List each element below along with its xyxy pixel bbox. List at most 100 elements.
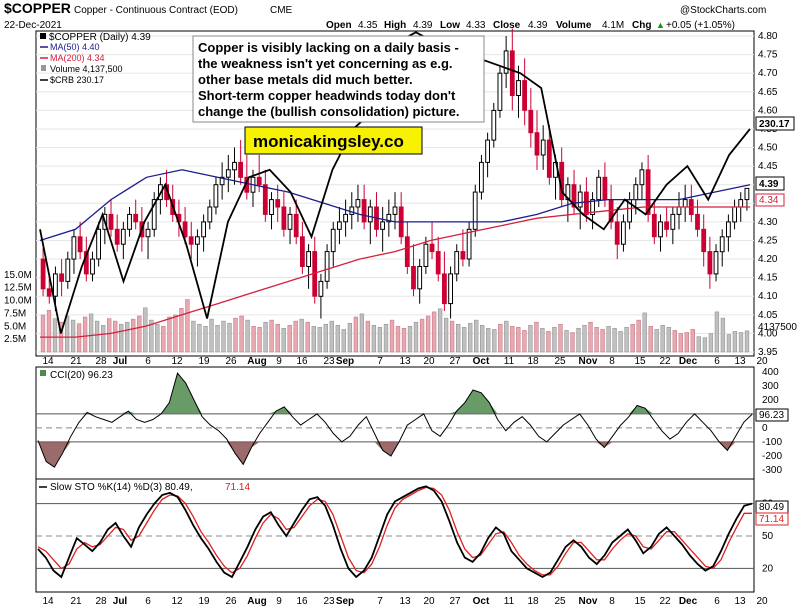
sto-x-label: Sep xyxy=(336,596,354,607)
price-tick-label: 4.70 xyxy=(758,68,778,79)
volume-bar xyxy=(480,325,485,353)
candle-body xyxy=(355,199,361,208)
annotation-line-2: the weakness isn't yet concerning as e.g… xyxy=(198,56,453,71)
candle-body xyxy=(201,221,206,238)
volume-bar xyxy=(389,319,395,353)
price-x-label: 13 xyxy=(399,356,411,367)
sto-x-label: 14 xyxy=(42,596,54,607)
volume-bar xyxy=(323,323,328,353)
price-x-label: 9 xyxy=(276,356,282,367)
price-x-label: Jul xyxy=(113,356,128,367)
candle-body xyxy=(442,273,447,305)
price-tick-label: 4.20 xyxy=(758,254,778,265)
candle-body xyxy=(269,199,274,216)
volume-bar xyxy=(534,321,539,353)
candle-body xyxy=(46,288,52,297)
cci-tick-label: 200 xyxy=(762,395,779,406)
volume-bar xyxy=(678,333,683,353)
cci-series xyxy=(37,372,753,468)
volume-bar xyxy=(528,325,533,353)
candle-body xyxy=(83,251,89,275)
volume-bar xyxy=(702,337,708,353)
candle-body xyxy=(590,199,596,216)
annotation-line-4: Short-term copper headwinds today don't xyxy=(198,88,456,103)
price-x-label: 18 xyxy=(527,356,539,367)
price-x-label: Oct xyxy=(473,356,490,367)
sto-x-label: Oct xyxy=(473,596,490,607)
price-x-label: 23 xyxy=(323,356,335,367)
volume-bar xyxy=(161,326,166,353)
symbol-title: $COPPER xyxy=(4,0,71,16)
sto-x-label: 8 xyxy=(609,596,615,607)
volume-bar xyxy=(143,307,148,353)
cci-tick-label: -300 xyxy=(762,465,782,476)
cci-legend: CCI(20) 96.23 xyxy=(40,370,113,381)
price-x-label: 21 xyxy=(70,356,82,367)
sto-x-label: 16 xyxy=(296,596,308,607)
volume-bar xyxy=(600,329,605,353)
annotation-line-1: Copper is visibly lacking on a daily bas… xyxy=(198,40,459,55)
volume-bar xyxy=(179,308,184,353)
cci-negative-fill xyxy=(38,441,752,468)
volume-bar xyxy=(251,326,256,353)
axis-labels: 4.804.754.704.654.604.554.504.454.404.35… xyxy=(4,31,782,607)
volume-bar xyxy=(353,316,359,353)
price-tick-label: 4.75 xyxy=(758,50,778,61)
volume-bar xyxy=(245,319,250,353)
legend-volume: Volume 4,137,500 xyxy=(50,64,123,74)
volume-tick-label: 7.5M xyxy=(4,308,26,319)
volume-bar xyxy=(498,323,503,353)
volume-bar xyxy=(317,327,322,353)
candle-body xyxy=(411,266,416,290)
badge-sto-k: 80.49 xyxy=(755,500,789,514)
candle-body xyxy=(664,221,670,230)
volume-bar xyxy=(504,320,509,353)
volume-bar xyxy=(371,325,377,353)
volume-tick-label: 10.0M xyxy=(4,296,32,307)
volume-bar xyxy=(666,327,671,353)
price-tick-label: 4.50 xyxy=(758,143,778,154)
volume-bar xyxy=(732,331,738,353)
candle-body xyxy=(534,132,540,156)
svg-text:230.17: 230.17 xyxy=(759,119,790,130)
candle-body xyxy=(207,206,213,223)
volume-bar xyxy=(287,325,292,353)
volume-bar xyxy=(377,327,383,353)
candle-body xyxy=(392,206,398,215)
volume-bar xyxy=(468,322,473,353)
candle-body xyxy=(485,139,491,163)
price-x-label: 20 xyxy=(756,356,768,367)
sto-x-label: 12 xyxy=(171,596,183,607)
volume-label: Volume xyxy=(556,20,592,31)
volume-bar xyxy=(726,334,732,353)
volume-bar xyxy=(594,327,599,353)
candle-body xyxy=(614,221,620,245)
candle-body xyxy=(275,199,281,208)
candle-body xyxy=(219,176,225,186)
volume-bar xyxy=(738,332,744,353)
volume-bar xyxy=(239,315,244,353)
candle-body xyxy=(300,236,305,268)
candle-body xyxy=(584,191,589,215)
volume-tick-label: 15.0M xyxy=(4,270,32,281)
candle-body xyxy=(318,280,324,297)
price-tick-label: 4.00 xyxy=(758,328,778,339)
sto-x-label: 18 xyxy=(527,596,539,607)
price-x-label: 19 xyxy=(198,356,210,367)
volume-bar xyxy=(612,328,617,353)
sto-x-label: 19 xyxy=(198,596,210,607)
volume-bar xyxy=(70,319,76,353)
sto-label: Slow STO %K(14) %D(3) 80.49, xyxy=(50,482,193,493)
ma50-line xyxy=(39,169,751,242)
volume-bar xyxy=(125,321,130,353)
volume-bar xyxy=(744,330,750,353)
chg-value: +0.05 (+1.05%) xyxy=(666,20,735,31)
volume-bar xyxy=(383,323,389,353)
candle-body xyxy=(151,199,157,230)
cci-panel-frame xyxy=(35,366,755,480)
sto-x-label: 6 xyxy=(714,596,720,607)
badge-cci: 96.23 xyxy=(755,408,789,422)
candle-body xyxy=(701,228,707,253)
volume-bar xyxy=(624,327,629,353)
volume-bar xyxy=(425,315,431,353)
